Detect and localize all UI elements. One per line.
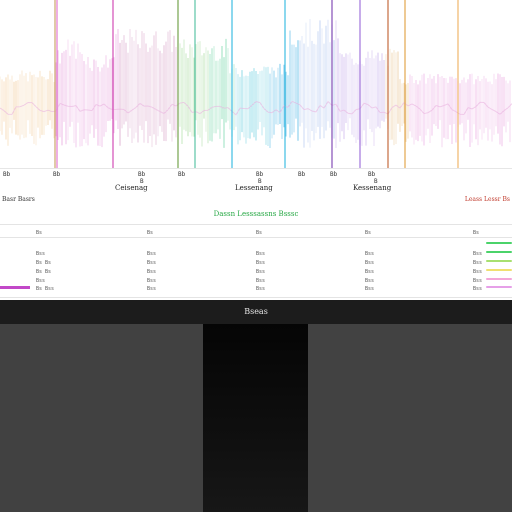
table-divider bbox=[0, 297, 512, 298]
ruler-tick: Bb bbox=[178, 171, 186, 178]
ruler-tick: Bb bbox=[53, 171, 61, 178]
table-cell: Bs Bs bbox=[36, 260, 52, 266]
table-cell: Bss bbox=[473, 278, 483, 284]
table-cell: Bss bbox=[365, 251, 375, 257]
status-text: Dassn Lesssassns Bsssc bbox=[213, 210, 299, 218]
ruler-subtick: B bbox=[374, 178, 378, 185]
section-label: Ceisenag bbox=[115, 184, 148, 192]
table-cell: Bss bbox=[147, 260, 157, 266]
table-cell: Bss bbox=[147, 269, 157, 275]
table-cell: Bs Bss bbox=[36, 286, 55, 292]
level-meter bbox=[486, 278, 512, 280]
dock-title: Bseas bbox=[244, 307, 268, 316]
table-cell: Bss bbox=[473, 251, 483, 257]
waveform-view[interactable] bbox=[0, 0, 512, 168]
waveform-trace bbox=[0, 100, 512, 116]
table-cell: Bss bbox=[256, 269, 266, 275]
table-cell: Bss bbox=[365, 278, 375, 284]
level-meter bbox=[486, 269, 512, 271]
table-cell: Bss bbox=[147, 286, 157, 292]
table-cell: Bss bbox=[36, 278, 46, 284]
ruler-tick: Bb bbox=[298, 171, 306, 178]
table-divider bbox=[0, 237, 512, 238]
table-cell: Bss bbox=[365, 286, 375, 292]
level-meter bbox=[486, 286, 512, 288]
table-cell: Bss bbox=[473, 269, 483, 275]
ruler-tick: Bb bbox=[3, 171, 11, 178]
dock-header[interactable]: Bseas bbox=[0, 300, 512, 325]
selection-highlight[interactable] bbox=[0, 286, 30, 289]
table-cell: Bss bbox=[256, 286, 266, 292]
dock-pane-center[interactable] bbox=[203, 324, 308, 512]
table-cell: Bss bbox=[147, 251, 157, 257]
track-table: Bs Bs Bs Bs Bs Bss Bss Bss Bss Bss Bs Bs… bbox=[0, 224, 512, 298]
column-header[interactable]: Bs bbox=[365, 230, 372, 236]
info-row: Basr Basrs Leass Lessr Bs bbox=[0, 196, 512, 208]
ruler-subtick: B bbox=[258, 178, 262, 185]
bottom-dock: Bseas bbox=[0, 300, 512, 512]
ruler-tick: Bb bbox=[256, 171, 264, 178]
table-divider bbox=[0, 224, 512, 225]
table-cell: Bss bbox=[473, 260, 483, 266]
table-cell: Bss bbox=[256, 251, 266, 257]
section-label: Kessenang bbox=[353, 184, 392, 192]
table-cell: Bss bbox=[147, 278, 157, 284]
column-header[interactable]: Bs bbox=[36, 230, 43, 236]
waveform-canvas[interactable] bbox=[0, 0, 512, 168]
ruler-tick: Bb bbox=[368, 171, 376, 178]
track-info-label: Basr Basrs bbox=[2, 196, 35, 203]
ruler-tick: Bb bbox=[330, 171, 338, 178]
level-meter bbox=[486, 242, 512, 244]
level-warning-label: Leass Lessr Bs bbox=[464, 196, 510, 203]
dock-pane-left[interactable] bbox=[0, 324, 203, 512]
ruler-subtick: B bbox=[140, 178, 144, 185]
table-cell: Bss bbox=[365, 269, 375, 275]
level-meter bbox=[486, 251, 512, 253]
table-cell: Bss bbox=[256, 278, 266, 284]
section-label: Lessenang bbox=[235, 184, 273, 192]
table-cell: Bss bbox=[365, 260, 375, 266]
ruler-tick: Bb bbox=[138, 171, 146, 178]
column-header[interactable]: Bs bbox=[473, 230, 480, 236]
column-header[interactable]: Bs bbox=[147, 230, 154, 236]
table-cell: Bss bbox=[473, 286, 483, 292]
column-header[interactable]: Bs bbox=[256, 230, 263, 236]
timeline-ruler[interactable]: Bb Bb Bb Bb Bb Bb Bb Bb B B B Ceisenag L… bbox=[0, 168, 512, 197]
level-meter bbox=[486, 260, 512, 262]
table-cell: Bss bbox=[256, 260, 266, 266]
table-cell: Bss bbox=[36, 251, 46, 257]
table-cell: Bs Bs bbox=[36, 269, 52, 275]
dock-pane-right[interactable] bbox=[308, 324, 512, 512]
